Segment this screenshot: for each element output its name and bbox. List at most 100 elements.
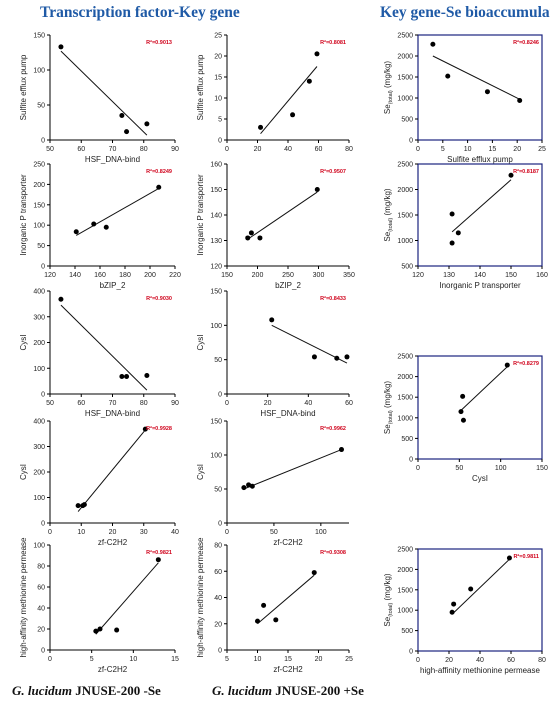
data-point — [269, 317, 275, 323]
plot-frame — [417, 34, 543, 141]
data-point — [81, 502, 87, 508]
data-point — [517, 98, 523, 104]
y-tick-label: 10 — [214, 96, 222, 103]
x-tick-label: 150 — [536, 465, 548, 472]
chart-panel-r4c2: 0 50 100 0 50 100 150 R²=0.9962 zf-C2H2 CysI — [196, 419, 349, 547]
y-tick-label: 1500 — [397, 587, 413, 594]
chart-panel-r5c3: 0 20 40 60 80 0 500 1000 1500 2000 2500 R²=0.9811 hi… — [383, 547, 546, 676]
y-tick-label: 0 — [409, 138, 413, 145]
x-tick-label: 15 — [171, 656, 179, 663]
r-squared-label: R²=0.8081 — [320, 39, 346, 46]
regression-line — [451, 179, 512, 233]
r-squared-label: R²=0.9821 — [146, 549, 172, 556]
chart-panel-r3c2: 0 20 40 60 0 50 100 150 R²=0.8433 HSF_DNA-bind Cys… — [196, 289, 353, 419]
data-point — [144, 121, 150, 127]
x-tick-label: 60 — [315, 146, 323, 153]
footer-right-treatment: +Se — [343, 683, 364, 698]
x-axis-label: CysI — [472, 474, 488, 483]
y-axis-label: high-affinity methionine permease — [196, 537, 205, 657]
y-tick-label: 40 — [37, 606, 45, 613]
x-tick-label: 90 — [171, 400, 179, 407]
data-point — [344, 354, 350, 360]
y-tick-label: 0 — [41, 392, 45, 399]
data-point — [58, 296, 64, 302]
y-tick-label: 2500 — [397, 33, 413, 40]
y-tick-label: 60 — [37, 585, 45, 592]
x-tick-label: 0 — [48, 529, 52, 536]
y-axis-label: Se(total) (mg/kg) — [383, 381, 394, 435]
regression-line — [260, 66, 318, 135]
data-point — [103, 224, 109, 230]
regression-line — [60, 304, 148, 391]
x-tick-label: 20 — [315, 656, 323, 663]
r-squared-label: R²=0.8433 — [320, 295, 346, 302]
x-tick-label: 0 — [416, 465, 420, 472]
data-point — [460, 417, 466, 423]
data-point — [306, 78, 312, 84]
y-tick-label: 150 — [210, 289, 222, 296]
y-tick-label: 2500 — [397, 354, 413, 361]
plot-frame — [417, 548, 543, 652]
y-tick-label: 400 — [33, 289, 45, 296]
data-point — [338, 447, 344, 453]
footer-right-caption: G. lucidum JNUSE-200 +Se — [212, 683, 364, 699]
y-tick-label: 0 — [218, 392, 222, 399]
y-tick-label: 500 — [401, 436, 413, 443]
data-point — [504, 362, 510, 368]
footer-left-caption: G. lucidum JNUSE-200 -Se — [12, 683, 161, 699]
y-tick-label: 200 — [33, 182, 45, 189]
regression-line — [451, 558, 510, 615]
data-point — [156, 184, 162, 190]
r-squared-label: R²=0.9013 — [146, 39, 172, 46]
y-tick-label: 100 — [210, 453, 222, 460]
x-tick-label: 50 — [455, 465, 463, 472]
x-tick-label: 0 — [225, 146, 229, 153]
regression-line — [76, 188, 159, 236]
r-squared-label: R²=0.8246 — [513, 39, 539, 46]
x-tick-label: 200 — [144, 272, 156, 279]
y-tick-label: 500 — [401, 264, 413, 271]
x-tick-label: 140 — [474, 272, 486, 279]
regression-line — [77, 429, 146, 512]
x-axis-label: zf-C2H2 — [273, 665, 303, 674]
y-tick-label: 100 — [33, 495, 45, 502]
regression-line — [432, 55, 520, 100]
data-point — [75, 503, 81, 509]
x-tick-label: 250 — [282, 272, 294, 279]
x-axis-label: Inorganic P transporter — [439, 281, 521, 290]
x-tick-label: 40 — [476, 657, 484, 664]
x-tick-label: 140 — [69, 272, 81, 279]
y-tick-label: 250 — [33, 162, 45, 169]
data-point — [445, 73, 451, 79]
x-axis-label: HSF_DNA-bind — [85, 409, 140, 418]
footer-left-treatment: -Se — [143, 683, 161, 698]
data-point — [91, 221, 97, 227]
y-tick-label: 2000 — [397, 567, 413, 574]
y-axis-label: Sulfite efflux pump — [196, 54, 205, 120]
y-tick-label: 60 — [214, 569, 222, 576]
x-tick-label: 80 — [538, 657, 546, 664]
data-point — [124, 129, 130, 135]
x-tick-label: 150 — [505, 272, 517, 279]
y-tick-label: 100 — [33, 366, 45, 373]
x-tick-label: 5 — [441, 146, 445, 153]
data-point — [249, 483, 255, 489]
data-point — [458, 409, 464, 415]
data-point — [97, 626, 103, 632]
y-tick-label: 1500 — [397, 395, 413, 402]
regression-line — [257, 574, 315, 625]
x-tick-label: 200 — [252, 272, 264, 279]
chart-panel-r1c1: 50 60 70 80 90050100150R²=0.9013HSF_DNA-bind… — [19, 33, 179, 165]
y-tick-label: 40 — [214, 595, 222, 602]
data-point — [449, 211, 455, 217]
data-point — [257, 235, 263, 241]
y-tick-label: 0 — [41, 648, 45, 655]
y-tick-label: 500 — [401, 628, 413, 635]
data-point — [449, 609, 455, 615]
x-tick-label: 20 — [513, 146, 521, 153]
data-point — [508, 172, 514, 178]
x-axis-label: zf-C2H2 — [98, 538, 128, 547]
data-point — [273, 617, 279, 623]
x-axis-label: high-affinity methionine permease — [420, 666, 540, 675]
chart-panel-r3c1: 50 60 70 80 90 0 100 200 300 400 R²=0.9030 HSF_DNA-… — [19, 289, 179, 419]
